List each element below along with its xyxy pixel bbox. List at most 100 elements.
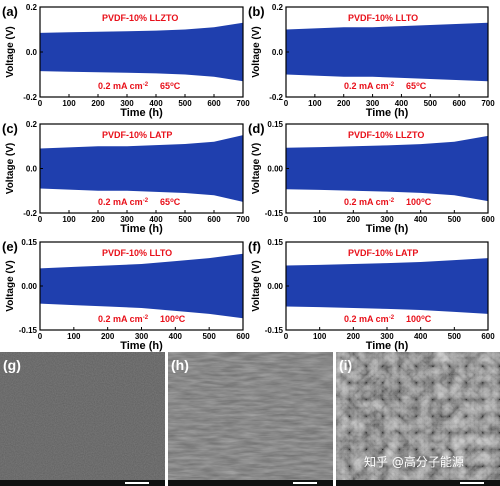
condition-annotation: 0.2 mA cm-2 65oC [98,81,181,91]
y-tick-label: 0.00 [267,282,283,291]
x-tick-label: 200 [347,332,361,341]
x-axis-label: Time (h) [120,223,163,235]
panel-letter: (d) [248,121,265,136]
x-tick-label: 500 [424,99,438,108]
y-tick-label: -0.2 [23,93,37,102]
y-tick-label: 0.15 [21,238,37,247]
y-axis-label: Voltage (V) [5,260,16,311]
x-tick-label: 400 [149,215,163,224]
x-tick-label: 400 [414,215,428,224]
voltage-band [40,22,243,82]
chart-panel-d: 0 100 200 300 400 500 600 -0.15 0.00 0.15 Time (h)… [248,120,495,235]
condition-annotation: 0.2 mA cm-2 65oC [344,81,427,91]
condition-annotation: 0.2 mA cm-2 65oC [98,197,181,207]
x-tick-label: 600 [207,99,221,108]
x-tick-label: 100 [313,332,327,341]
y-tick-label: 0.00 [267,165,283,174]
x-tick-label: 300 [135,332,149,341]
scale-bar [293,482,317,484]
x-axis-label: Time (h) [366,340,409,352]
sem-image-g: (g) [0,352,165,486]
composition-label: PVDF-10% LATP [348,248,418,258]
condition-annotation: 0.2 mA cm-2 100oC [344,197,432,207]
y-tick-label: 0.15 [267,238,283,247]
composition-label: PVDF-10% LLZTO [348,130,424,140]
x-tick-label: 0 [38,99,43,108]
x-tick-label: 600 [481,215,495,224]
composition-label: PVDF-10% LLZTO [102,13,178,23]
x-tick-label: 700 [481,99,495,108]
sem-texture [336,352,500,480]
y-tick-label: -0.15 [265,326,284,335]
x-tick-label: 100 [313,215,327,224]
x-tick-label: 500 [178,215,192,224]
x-tick-label: 500 [178,99,192,108]
x-tick-label: 500 [448,332,462,341]
panel-letter: (i) [339,357,352,373]
x-tick-label: 700 [236,215,250,224]
x-tick-label: 100 [67,332,81,341]
panel-letter: (b) [248,4,265,19]
y-tick-label: 0.2 [272,3,284,12]
y-tick-label: 0.00 [21,282,37,291]
condition-annotation: 0.2 mA cm-2 100oC [98,314,186,324]
x-axis-label: Time (h) [366,223,409,235]
y-tick-label: 0.0 [26,48,38,57]
x-tick-label: 500 [448,215,462,224]
x-tick-label: 700 [236,99,250,108]
sem-image-h: (h) [168,352,333,486]
panel-letter: (a) [2,4,18,19]
x-tick-label: 600 [481,332,495,341]
x-tick-label: 600 [236,332,250,341]
y-tick-label: 0.2 [26,3,38,12]
condition-annotation: 0.2 mA cm-2 100oC [344,314,432,324]
x-tick-label: 400 [169,332,183,341]
voltage-band [286,258,488,314]
y-tick-label: -0.2 [23,209,37,218]
x-axis-label: Time (h) [120,107,163,119]
x-axis-label: Time (h) [366,107,409,119]
x-tick-label: 200 [101,332,115,341]
x-tick-label: 0 [284,215,289,224]
x-tick-label: 400 [414,332,428,341]
sem-texture [168,352,333,480]
composition-label: PVDF-10% LATP [102,130,172,140]
x-tick-label: 0 [38,215,43,224]
x-tick-label: 500 [202,332,216,341]
y-axis-label: Voltage (V) [5,143,16,194]
x-axis-label: Time (h) [120,340,163,352]
sem-info-bar [168,480,333,486]
x-tick-label: 400 [149,99,163,108]
panel-letter: (c) [2,121,18,136]
sem-image-i: (i) [336,352,500,486]
x-tick-label: 100 [308,99,322,108]
chart-panel-f: 0 100 200 300 400 500 600 -0.15 0.00 0.15 Time (h)… [248,238,495,352]
panel-letter: (f) [248,239,261,254]
voltage-band [40,253,243,319]
x-tick-label: 300 [120,99,134,108]
x-tick-label: 200 [91,99,105,108]
x-tick-label: 200 [337,99,351,108]
x-tick-label: 200 [347,215,361,224]
y-axis-label: Voltage (V) [251,260,262,311]
x-tick-label: 100 [62,215,76,224]
x-tick-label: 0 [284,332,289,341]
chart-panel-c: 0 100 200 300 400 500 600 700 -0.2 0.0 0.2 Time (h)… [2,120,250,235]
panel-letter: (g) [3,357,21,373]
x-tick-label: 300 [380,215,394,224]
scale-bar [125,482,149,484]
x-tick-label: 600 [207,215,221,224]
x-tick-label: 100 [62,99,76,108]
voltage-band [286,135,488,202]
voltage-band [286,22,488,82]
chart-panel-e: 0 100 200 300 400 500 600 -0.15 0.00 0.15 Time (h)… [2,238,250,352]
x-tick-label: 300 [380,332,394,341]
scale-bar [460,482,484,484]
sem-texture [0,352,165,480]
sem-info-bar [336,480,500,486]
composition-label: PVDF-10% LLTO [102,248,172,258]
y-tick-label: -0.15 [265,209,284,218]
y-tick-label: -0.2 [269,93,283,102]
